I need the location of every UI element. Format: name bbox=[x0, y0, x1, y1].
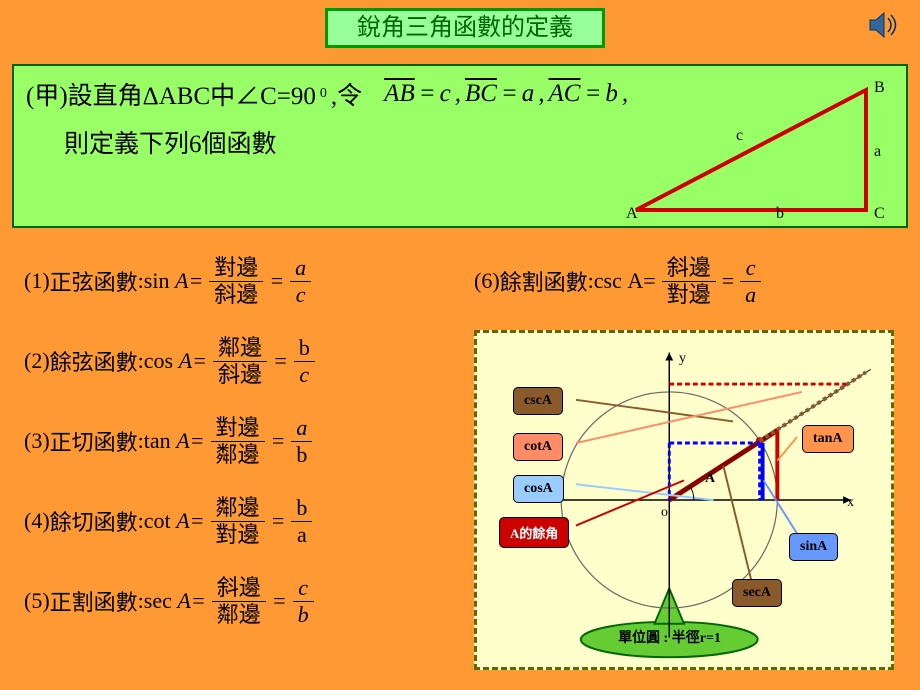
x-axis-label: x bbox=[847, 495, 854, 511]
origin-label: o bbox=[661, 505, 668, 521]
y-axis-label: y bbox=[679, 351, 686, 367]
tri-vertex-a: A bbox=[626, 205, 638, 222]
tri-side-b: b bbox=[776, 205, 784, 222]
formula-name: 餘割函數 bbox=[500, 265, 588, 297]
formula-frac2: ac bbox=[290, 255, 311, 307]
formula-name: 正弦函數 bbox=[50, 265, 138, 297]
formula-row: (5) 正割函數 : sec A = 斜邊鄰邊 = cb bbox=[24, 570, 454, 632]
formula-row: (2) 餘弦函數 : cos A = 鄰邊斜邊 = bc bbox=[24, 330, 454, 392]
tri-vertex-b: B bbox=[874, 79, 885, 96]
formula-row: (1) 正弦函數 : sin A = 對邊斜邊 = ac bbox=[24, 250, 454, 312]
formula-arg: A bbox=[172, 588, 191, 614]
seg-bc: BC bbox=[465, 80, 497, 108]
formula-frac2: cb bbox=[293, 575, 314, 627]
seg-ac: AC bbox=[549, 80, 581, 108]
formula-fn: cot bbox=[144, 508, 171, 534]
formula-index: (3) bbox=[24, 428, 50, 454]
formula-index: (6) bbox=[474, 268, 500, 294]
callout-cos: cosA bbox=[513, 475, 564, 503]
formula-frac1: 對邊斜邊 bbox=[209, 255, 263, 307]
formula-name: 餘弦函數 bbox=[50, 345, 138, 377]
formula-name: 正切函數 bbox=[50, 425, 138, 457]
formula-frac1: 斜邊鄰邊 bbox=[212, 575, 266, 627]
formula-index: (1) bbox=[24, 268, 50, 294]
formula-arg: A bbox=[171, 508, 190, 534]
formula-6: (6) 餘割函數 : csc A = 斜邊對邊 = ca bbox=[474, 250, 767, 312]
formula-frac2: ca bbox=[740, 255, 761, 307]
seg-ab: AB bbox=[384, 80, 415, 108]
formula-frac1: 鄰邊對邊 bbox=[211, 495, 265, 547]
page-title: 銳角三角函數的定義 bbox=[325, 8, 605, 48]
formula-fn: sec bbox=[144, 588, 172, 614]
triangle-diagram: A B C a b c bbox=[616, 72, 896, 222]
tri-side-c: c bbox=[736, 127, 743, 144]
point-a-label: A bbox=[705, 471, 715, 487]
callout-sin: sinA bbox=[789, 533, 838, 561]
callout-cot: cotA bbox=[513, 433, 563, 461]
callout-tan: tanA bbox=[802, 425, 854, 453]
formula-name: 餘切函數 bbox=[50, 505, 138, 537]
def-prefix: (甲)設直角ΔABC中∠C=90 bbox=[26, 76, 316, 112]
formula-arg: A bbox=[173, 348, 192, 374]
formula-frac2: ba bbox=[291, 495, 312, 547]
tri-side-a: a bbox=[874, 143, 881, 160]
formula-frac1: 鄰邊斜邊 bbox=[213, 335, 267, 387]
unit-circle-label: 單位圓 : 半徑r=1 bbox=[582, 627, 757, 661]
formula-frac2: ab bbox=[291, 415, 312, 467]
definition-box: (甲)設直角ΔABC中∠C=900,令 AB = c, BC = a, AC =… bbox=[12, 64, 908, 228]
formula-index: (4) bbox=[24, 508, 50, 534]
formula-fn: tan bbox=[144, 428, 171, 454]
def-suffix: ,令 bbox=[331, 76, 362, 112]
speaker-icon bbox=[866, 10, 902, 40]
formula-arg: A bbox=[622, 268, 643, 294]
formula-name: 正割函數 bbox=[50, 585, 138, 617]
formula-fn: sin bbox=[144, 268, 170, 294]
callout-csc: cscA bbox=[513, 387, 563, 415]
formula-arg: A bbox=[169, 268, 188, 294]
formula-list: (1) 正弦函數 : sin A = 對邊斜邊 = ac (2) 餘弦函數 : … bbox=[24, 250, 454, 650]
callout-complement: A的餘角 bbox=[499, 517, 569, 548]
formula-frac2: bc bbox=[294, 335, 315, 387]
formula-index: (2) bbox=[24, 348, 50, 374]
formula-frac1: 斜邊對邊 bbox=[662, 255, 716, 307]
callout-sec: secA bbox=[732, 579, 782, 607]
tri-vertex-c: C bbox=[874, 205, 885, 222]
formula-frac1: 對邊鄰邊 bbox=[211, 415, 265, 467]
formula-row: (4) 餘切函數 : cot A = 鄰邊對邊 = ba bbox=[24, 490, 454, 552]
formula-index: (5) bbox=[24, 588, 50, 614]
formula-arg: A bbox=[171, 428, 190, 454]
formula-fn: csc bbox=[594, 268, 622, 294]
unit-circle-diagram: x y o A cscA cotA cosA A的餘角 tanA sinA se… bbox=[474, 330, 894, 670]
formula-row: (6) 餘割函數 : csc A = 斜邊對邊 = ca bbox=[474, 255, 767, 307]
def-exponent: 0 bbox=[320, 86, 327, 102]
formula-fn: cos bbox=[144, 348, 173, 374]
formula-row: (3) 正切函數 : tan A = 對邊鄰邊 = ab bbox=[24, 410, 454, 472]
